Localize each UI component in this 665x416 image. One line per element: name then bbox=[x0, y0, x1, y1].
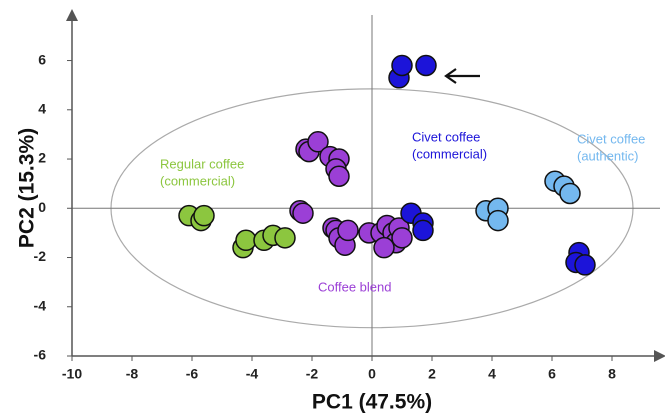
y-tick-label: -6 bbox=[34, 347, 47, 363]
point bbox=[391, 54, 413, 77]
point bbox=[328, 165, 350, 188]
series-label: Civet coffee bbox=[577, 131, 645, 146]
x-tick-label: 4 bbox=[488, 366, 496, 382]
series-label: (commercial) bbox=[160, 173, 235, 188]
x-tick-label: 8 bbox=[608, 366, 616, 382]
series-label: Regular coffee bbox=[160, 156, 244, 171]
y-tick-label: 2 bbox=[38, 150, 46, 166]
series-label: Civet coffee bbox=[412, 129, 480, 144]
point bbox=[373, 236, 395, 259]
y-tick-label: 4 bbox=[38, 100, 46, 116]
pointer-arrow bbox=[444, 68, 480, 84]
point bbox=[391, 227, 413, 249]
x-tick-label: 6 bbox=[548, 366, 556, 382]
point bbox=[292, 202, 314, 224]
point bbox=[412, 219, 434, 242]
x-tick-label: 2 bbox=[428, 366, 436, 382]
point bbox=[559, 182, 581, 205]
y-tick-label: -2 bbox=[34, 248, 47, 264]
point bbox=[274, 227, 296, 249]
point bbox=[574, 254, 596, 276]
x-tick-label: -8 bbox=[126, 366, 139, 382]
y-tick-label: 0 bbox=[38, 199, 46, 215]
point bbox=[337, 219, 359, 242]
x-tick-label: -2 bbox=[306, 366, 319, 382]
x-axis-title: PC1 (47.5%) bbox=[312, 391, 432, 414]
series-label: (commercial) bbox=[412, 146, 487, 161]
x-tick-label: -6 bbox=[186, 366, 199, 382]
y-tick-label: -4 bbox=[34, 297, 47, 313]
x-tick-label: -10 bbox=[62, 366, 82, 382]
y-axis-title: PC2 (15.3%) bbox=[16, 128, 39, 248]
point bbox=[235, 229, 257, 252]
x-tick-label: 0 bbox=[368, 366, 376, 382]
x-tick-label: -4 bbox=[246, 366, 259, 382]
point bbox=[487, 209, 509, 232]
series-label: (authentic) bbox=[577, 148, 638, 163]
y-tick-label: 6 bbox=[38, 51, 46, 67]
point bbox=[415, 54, 437, 77]
point bbox=[193, 204, 215, 227]
series-label: Coffee blend bbox=[318, 279, 392, 294]
point bbox=[307, 131, 329, 153]
